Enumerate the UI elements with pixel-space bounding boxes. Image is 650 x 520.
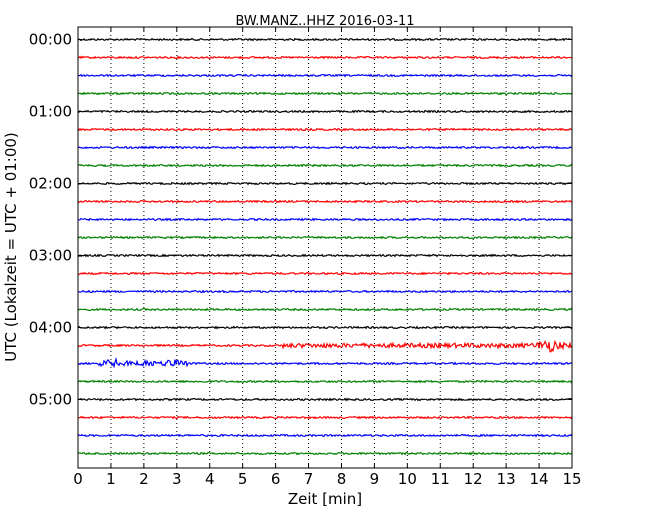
x-tick-label-0: 0 xyxy=(73,470,83,488)
trace-8 xyxy=(77,181,573,186)
x-tick-label-4: 4 xyxy=(205,470,215,488)
x-tick-label-13: 13 xyxy=(497,470,516,488)
x-tick-label-6: 6 xyxy=(271,470,281,488)
trace-20 xyxy=(77,397,573,402)
trace-13 xyxy=(77,271,573,276)
trace-7 xyxy=(77,163,573,168)
trace-11 xyxy=(77,235,573,240)
x-tick-label-7: 7 xyxy=(304,470,314,488)
trace-0 xyxy=(77,37,573,42)
trace-9 xyxy=(77,199,573,204)
trace-16 xyxy=(77,325,573,330)
trace-19 xyxy=(77,379,573,384)
x-tick-label-3: 3 xyxy=(172,470,182,488)
trace-21 xyxy=(77,415,573,420)
x-tick-label-1: 1 xyxy=(106,470,116,488)
x-tick-label-5: 5 xyxy=(238,470,248,488)
x-axis-label: Zeit [min] xyxy=(288,490,362,508)
x-tick-label-2: 2 xyxy=(139,470,149,488)
traces-group xyxy=(77,37,573,456)
x-tick-label-9: 9 xyxy=(370,470,380,488)
x-tick-label-12: 12 xyxy=(464,470,483,488)
trace-2 xyxy=(77,73,573,78)
y-tick-label-4: 04:00 xyxy=(29,319,72,337)
trace-12 xyxy=(77,253,573,258)
y-tick-label-3: 03:00 xyxy=(29,247,72,265)
y-axis-label: UTC (Lokalzeit = UTC + 01:00) xyxy=(2,132,20,362)
y-tick-label-2: 02:00 xyxy=(29,175,72,193)
grid-group xyxy=(110,27,540,468)
x-tick-label-10: 10 xyxy=(398,470,417,488)
trace-22 xyxy=(77,433,573,438)
trace-3 xyxy=(77,91,573,96)
trace-1 xyxy=(77,55,573,60)
chart-title: BW.MANZ..HHZ 2016-03-11 xyxy=(235,14,414,29)
trace-15 xyxy=(77,307,573,312)
x-tick-label-15: 15 xyxy=(562,470,581,488)
y-tick-label-0: 00:00 xyxy=(29,31,72,49)
plot-frame xyxy=(77,26,573,469)
trace-6 xyxy=(77,145,573,150)
trace-10 xyxy=(77,217,573,222)
x-tick-label-11: 11 xyxy=(431,470,450,488)
x-axis-ticks: 0 1 2 3 4 5 6 7 8 9 10 11 12 13 14 15 xyxy=(73,27,582,488)
trace-18 xyxy=(77,356,573,369)
trace-5 xyxy=(77,127,573,132)
trace-23 xyxy=(77,451,573,456)
trace-14 xyxy=(77,289,573,294)
trace-17 xyxy=(77,339,573,353)
y-tick-label-5: 05:00 xyxy=(29,391,72,409)
x-tick-label-8: 8 xyxy=(337,470,347,488)
y-tick-label-1: 01:00 xyxy=(29,103,72,121)
y-axis-ticks: 00:00 01:00 02:00 03:00 04:00 05:00 xyxy=(29,31,572,409)
trace-4 xyxy=(77,109,573,114)
x-tick-label-14: 14 xyxy=(530,470,549,488)
